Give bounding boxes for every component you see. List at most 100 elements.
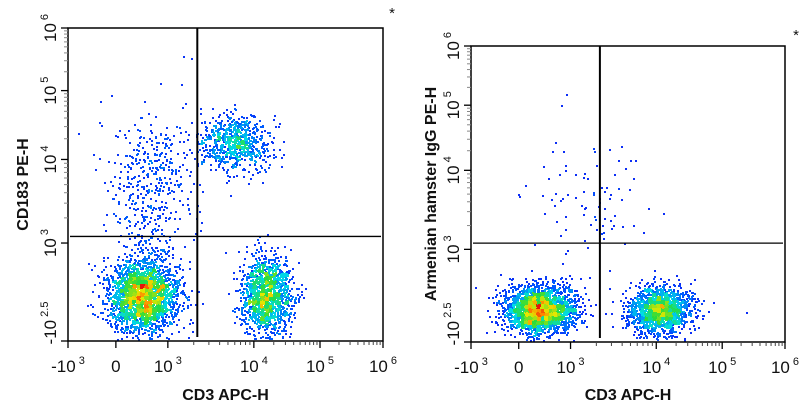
event-dot xyxy=(167,295,169,297)
event-dot xyxy=(267,284,269,286)
event-dot xyxy=(106,279,108,281)
event-dot xyxy=(245,133,247,135)
event-dot xyxy=(268,259,270,261)
event-dot xyxy=(128,292,130,294)
event-dot xyxy=(151,331,153,333)
event-dot xyxy=(249,326,251,328)
event-dot xyxy=(279,326,281,328)
event-dot xyxy=(144,311,146,313)
event-dot xyxy=(281,306,283,308)
event-dot xyxy=(255,139,257,141)
event-dot xyxy=(148,269,150,271)
event-dot xyxy=(129,288,131,290)
event-dot xyxy=(150,198,152,200)
event-dot xyxy=(175,309,177,311)
event-dot xyxy=(166,314,168,316)
event-dot xyxy=(113,310,115,312)
event-dot xyxy=(270,283,272,285)
event-dot xyxy=(260,274,262,276)
event-dot xyxy=(254,306,256,308)
event-dot xyxy=(146,315,148,317)
event-dot xyxy=(236,307,238,309)
event-dot xyxy=(127,260,129,262)
event-dot xyxy=(126,322,128,324)
event-dot xyxy=(240,152,242,154)
event-dot xyxy=(126,320,128,322)
event-dot xyxy=(274,314,276,316)
event-dot xyxy=(283,291,285,293)
event-dot xyxy=(145,242,147,244)
event-dot xyxy=(131,178,133,180)
event-dot xyxy=(155,289,157,291)
event-dot xyxy=(155,302,157,304)
event-dot xyxy=(269,164,271,166)
event-dot xyxy=(107,257,109,259)
event-dot xyxy=(162,309,164,311)
event-dot xyxy=(130,279,132,281)
event-dot xyxy=(150,300,152,302)
event-dot xyxy=(109,314,111,316)
event-dot xyxy=(165,202,167,204)
event-dot xyxy=(135,335,137,337)
event-dot xyxy=(288,281,290,283)
event-dot xyxy=(141,117,143,119)
event-dot xyxy=(149,243,151,245)
event-dot xyxy=(176,298,178,300)
event-dot xyxy=(269,281,271,283)
event-dot xyxy=(174,266,176,268)
event-dot xyxy=(164,319,166,321)
event-dot xyxy=(139,296,141,298)
event-dot xyxy=(162,323,164,325)
event-dot xyxy=(123,296,125,298)
event-dot xyxy=(102,318,104,320)
event-dot xyxy=(211,129,213,131)
event-dot xyxy=(228,146,230,148)
event-dot xyxy=(119,130,121,132)
event-dot xyxy=(262,182,264,184)
event-dot xyxy=(155,332,157,334)
event-dot xyxy=(151,132,153,134)
event-dot xyxy=(159,305,161,307)
event-dot xyxy=(125,292,127,294)
event-dot xyxy=(235,166,237,168)
event-dot xyxy=(165,301,167,303)
event-dot xyxy=(247,282,249,284)
event-dot xyxy=(110,275,112,277)
event-dot xyxy=(260,248,262,250)
event-dot xyxy=(260,126,262,128)
event-dot xyxy=(249,308,251,310)
event-dot xyxy=(111,277,113,279)
event-dot xyxy=(246,328,248,330)
event-dot xyxy=(112,289,114,291)
event-dot xyxy=(113,301,115,303)
event-dot xyxy=(282,289,284,291)
event-dot xyxy=(264,242,266,244)
event-dot xyxy=(148,239,150,241)
event-dot xyxy=(243,150,245,152)
event-dot xyxy=(171,323,173,325)
event-dot xyxy=(149,323,151,325)
event-dot xyxy=(269,287,271,289)
event-dot xyxy=(116,271,118,273)
event-dot xyxy=(150,311,152,313)
event-dot xyxy=(261,276,263,278)
event-dot xyxy=(134,262,136,264)
event-dot xyxy=(144,280,146,282)
event-dot xyxy=(109,320,111,322)
event-dot xyxy=(143,299,145,301)
event-dot xyxy=(149,294,151,296)
event-dot xyxy=(243,264,245,266)
event-dot xyxy=(167,251,169,253)
event-dot xyxy=(223,112,225,114)
event-dot xyxy=(187,299,189,301)
event-dot xyxy=(115,309,117,311)
event-dot xyxy=(143,159,145,161)
event-dot xyxy=(254,281,256,283)
event-dot xyxy=(178,331,180,333)
event-dot xyxy=(168,338,170,340)
event-dot xyxy=(292,276,294,278)
event-dot xyxy=(103,257,105,259)
event-dot xyxy=(151,325,153,327)
event-dot xyxy=(272,324,274,326)
event-dot xyxy=(155,223,157,225)
